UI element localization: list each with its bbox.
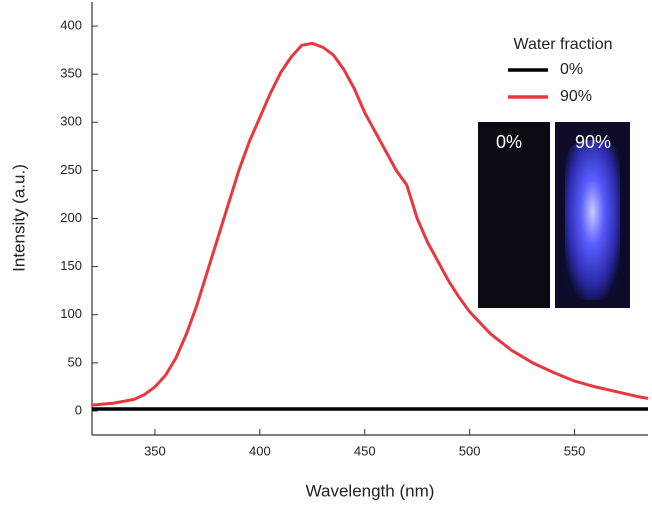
y-tick-label: 300 — [60, 114, 82, 129]
x-tick-label: 350 — [144, 443, 166, 458]
y-tick-label: 350 — [60, 66, 82, 81]
x-axis-title: Wavelength (nm) — [306, 481, 435, 500]
y-tick-label: 250 — [60, 162, 82, 177]
photo-0 — [478, 122, 550, 308]
legend-label: 0% — [560, 61, 583, 78]
y-tick-label: 100 — [60, 306, 82, 321]
y-tick-label: 0 — [75, 402, 82, 417]
y-tick-label: 400 — [60, 17, 82, 32]
y-axis-title: Intensity (a.u.) — [9, 164, 28, 272]
inset-photos — [478, 122, 630, 308]
x-tick-label: 500 — [459, 443, 481, 458]
legend-label: 90% — [560, 88, 592, 105]
y-tick-label: 150 — [60, 258, 82, 273]
x-tick-label: 450 — [354, 443, 376, 458]
x-tick-label: 400 — [249, 443, 271, 458]
y-tick-label: 200 — [60, 210, 82, 225]
data-line — [91, 41, 649, 407]
legend-title: Water fraction — [514, 36, 613, 53]
y-tick-label: 50 — [68, 354, 82, 369]
photo-glow — [565, 140, 620, 300]
inset-label: 0% — [496, 132, 522, 152]
inset-label: 90% — [575, 132, 611, 152]
x-tick-label: 550 — [564, 443, 586, 458]
